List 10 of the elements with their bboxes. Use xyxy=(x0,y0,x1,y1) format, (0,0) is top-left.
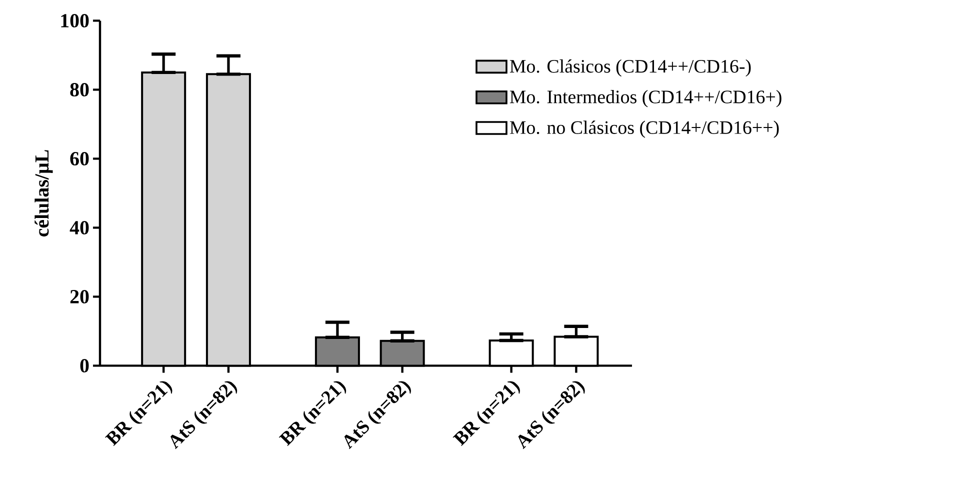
y-axis-title: células/µL xyxy=(34,150,53,236)
y-tick-label: 20 xyxy=(70,290,89,304)
legend-label: Mo. Clásicos (CD14++/CD16-) xyxy=(510,59,751,77)
y-tick-label: 40 xyxy=(70,220,89,234)
legend-label: Mo. no Clásicos (CD14+/CD16++) xyxy=(510,120,779,138)
y-tick-label: 80 xyxy=(70,82,89,96)
legend-label: Mo. Intermedios (CD14++/CD16+) xyxy=(510,90,782,108)
y-tick-label: 100 xyxy=(61,14,89,28)
y-tick-label: 0 xyxy=(80,358,89,372)
y-tick-label: 60 xyxy=(70,152,89,166)
